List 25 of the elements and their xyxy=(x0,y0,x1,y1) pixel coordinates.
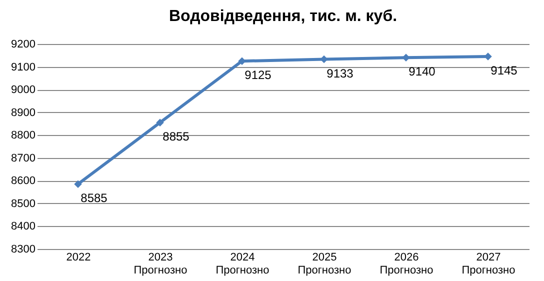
data-label: 9140 xyxy=(408,64,436,79)
y-tick-label: 8900 xyxy=(11,106,36,119)
x-tick-label: 2027 Прогнозно xyxy=(462,252,516,276)
y-tick-label: 8300 xyxy=(11,244,36,256)
data-label: 9125 xyxy=(244,68,272,82)
y-tick-label: 9000 xyxy=(11,84,36,96)
y-tick-label: 8500 xyxy=(11,198,36,210)
point xyxy=(156,118,164,126)
data-label: 8855 xyxy=(162,130,190,144)
y-tick-label: 9100 xyxy=(11,61,36,74)
x-tick-label: 2023 Прогнозно xyxy=(134,252,188,276)
x-tick-label: 2024 Прогнозно xyxy=(216,252,270,276)
x-tick-label: 2025 Прогнозно xyxy=(298,252,352,276)
y-tick-label: 9200 xyxy=(11,38,36,50)
data-label: 9133 xyxy=(326,66,354,80)
chart-title: Водовідведення, тис. м. куб. xyxy=(168,8,398,25)
y-tick-label: 8400 xyxy=(11,220,36,233)
point xyxy=(74,180,82,188)
data-label: 9145 xyxy=(490,64,518,78)
data-label: 8585 xyxy=(80,191,108,206)
y-tick-label: 8700 xyxy=(11,152,36,164)
y-tick-label: 8600 xyxy=(11,175,36,188)
x-tick-label: 2026 Прогнозно xyxy=(380,252,434,276)
y-tick-label: 8800 xyxy=(11,130,36,142)
x-tick-label: 2022 xyxy=(66,252,91,264)
